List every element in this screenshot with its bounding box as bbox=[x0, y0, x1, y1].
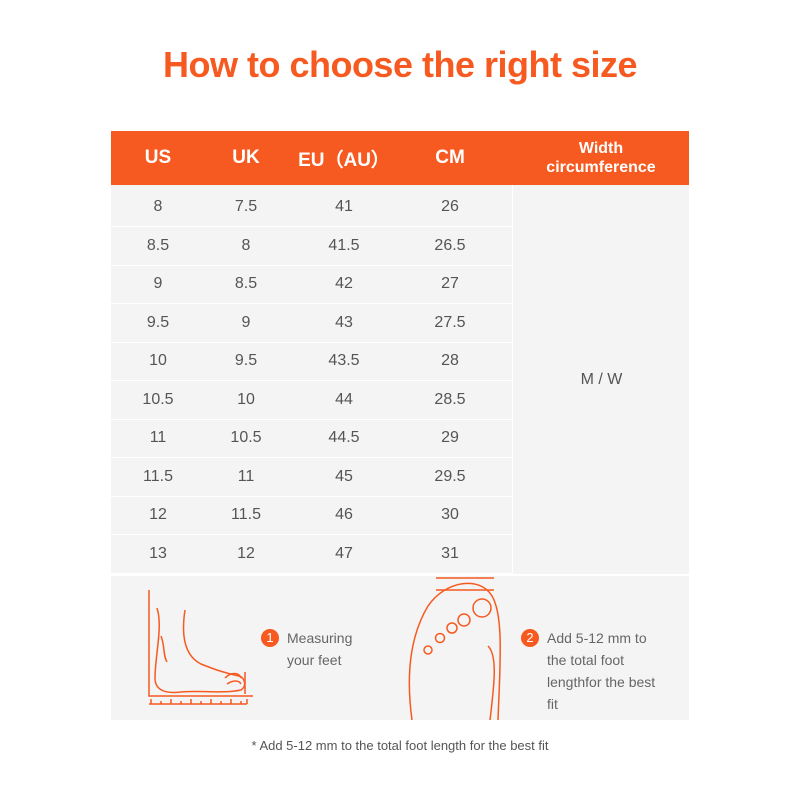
cell-us: 9.5 bbox=[146, 313, 170, 331]
cell-uk: 9.5 bbox=[234, 352, 258, 369]
cell-eu: 47 bbox=[335, 544, 353, 562]
cell-cm: 31 bbox=[441, 544, 459, 562]
cell-eu: 42 bbox=[335, 275, 353, 292]
measure-guide: 1 Measuring your feet 2 Add 5-12 mm to t… bbox=[111, 576, 689, 720]
cell-us: 9 bbox=[153, 275, 163, 292]
cell-eu: 44 bbox=[335, 390, 353, 408]
cell-uk: 8 bbox=[241, 236, 251, 254]
cell-eu: 41 bbox=[335, 198, 353, 215]
cell-uk: 10 bbox=[237, 390, 255, 408]
step-number: 1 bbox=[261, 629, 279, 647]
header-cm: CM bbox=[435, 147, 465, 168]
cell-us: 10.5 bbox=[142, 390, 174, 408]
header-width: Width circumference bbox=[546, 140, 656, 176]
cell-cm: 26 bbox=[441, 198, 459, 215]
cell-uk: 11.5 bbox=[231, 506, 261, 523]
table-row: 10 9.5 43.5 28 bbox=[111, 342, 512, 381]
cell-eu: 43 bbox=[335, 313, 353, 331]
cell-eu: 45 bbox=[335, 467, 353, 485]
page-title: How to choose the right size bbox=[162, 44, 638, 85]
footnote: * Add 5-12 mm to the total foot length f… bbox=[251, 738, 549, 753]
table-row: 11.5 11 45 29.5 bbox=[111, 458, 512, 497]
table-body: M / W 8 7.5 41 26 8.5 8 41.5 26.5 9 8.5 42 27 9.5 9 43… bbox=[111, 185, 689, 574]
foot-side-measure-icon bbox=[148, 590, 253, 705]
header-eu: EU（AU） bbox=[298, 149, 390, 171]
cell-eu: 46 bbox=[335, 506, 353, 523]
cell-eu: 43.5 bbox=[328, 352, 360, 369]
cell-us: 8 bbox=[153, 198, 163, 215]
foot-top-measure-icon bbox=[408, 577, 501, 720]
table-row: 12 11.5 46 30 bbox=[111, 496, 512, 535]
table-row: 13 12 47 31 bbox=[111, 535, 512, 574]
header-uk: UK bbox=[232, 147, 260, 168]
table-row: 11 10.5 44.5 29 bbox=[111, 419, 512, 458]
cell-cm: 28.5 bbox=[434, 390, 466, 408]
step-2: 2 Add 5-12 mm to the total foot lengthfo… bbox=[521, 627, 656, 715]
table-row: 9 8.5 42 27 bbox=[111, 265, 512, 304]
step-number: 2 bbox=[521, 629, 539, 647]
table-row: 8.5 8 41.5 26.5 bbox=[111, 227, 512, 266]
cell-cm: 29 bbox=[441, 429, 459, 446]
table-row: 9.5 9 43 27.5 bbox=[111, 304, 512, 343]
cell-us: 11.5 bbox=[143, 467, 173, 485]
cell-cm: 28 bbox=[441, 352, 459, 369]
cell-cm: 26.5 bbox=[434, 236, 466, 254]
cell-uk: 9 bbox=[241, 313, 251, 331]
cell-us: 12 bbox=[149, 506, 167, 523]
cell-us: 8.5 bbox=[146, 236, 170, 254]
cell-uk: 8.5 bbox=[234, 275, 258, 292]
width-value: M / W bbox=[512, 185, 690, 574]
cell-eu: 44.5 bbox=[328, 429, 360, 446]
table-row: 10.5 10 44 28.5 bbox=[111, 381, 512, 420]
cell-uk: 10.5 bbox=[230, 429, 262, 446]
cell-uk: 12 bbox=[237, 544, 255, 562]
table-header: US UK EU（AU） CM Width circumference bbox=[111, 131, 689, 185]
cell-us: 10 bbox=[149, 352, 167, 369]
cell-cm: 27 bbox=[441, 275, 459, 292]
step-1: 1 Measuring your feet bbox=[261, 627, 371, 671]
cell-eu: 41.5 bbox=[328, 236, 360, 254]
cell-us: 11 bbox=[149, 429, 167, 446]
step-text: Add 5-12 mm to the total foot lengthfor … bbox=[547, 630, 656, 712]
cell-uk: 7.5 bbox=[234, 198, 258, 215]
step-text: Measuring your feet bbox=[287, 630, 353, 668]
cell-cm: 29.5 bbox=[434, 467, 466, 485]
size-table: US UK EU（AU） CM Width circumference M / … bbox=[111, 131, 689, 574]
cell-cm: 27.5 bbox=[434, 313, 466, 331]
cell-cm: 30 bbox=[441, 506, 459, 523]
header-us: US bbox=[144, 147, 172, 168]
cell-uk: 11 bbox=[237, 467, 255, 485]
cell-us: 13 bbox=[149, 544, 167, 562]
table-row: 8 7.5 41 26 bbox=[111, 188, 512, 227]
